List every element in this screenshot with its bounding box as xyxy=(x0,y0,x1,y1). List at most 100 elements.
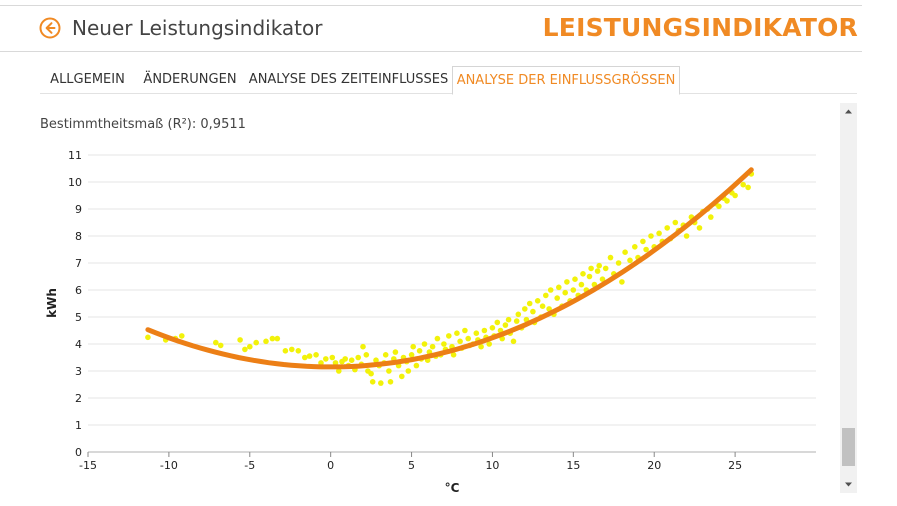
scroll-up-arrow-icon[interactable] xyxy=(840,103,857,120)
data-point xyxy=(740,181,746,188)
data-point xyxy=(656,230,662,237)
y-tick-label: 7 xyxy=(75,257,82,270)
y-tick-label: 9 xyxy=(75,203,82,216)
y-axis-label: kWh xyxy=(45,288,59,318)
data-point xyxy=(462,327,468,334)
data-point xyxy=(465,335,472,342)
data-point xyxy=(454,330,460,337)
data-point xyxy=(489,325,496,331)
x-tick-label: 20 xyxy=(647,459,661,472)
y-tick-label: 8 xyxy=(75,230,82,243)
x-tick-label: -15 xyxy=(79,459,97,472)
data-point xyxy=(302,354,308,361)
data-point xyxy=(306,353,313,359)
data-point xyxy=(399,373,405,380)
data-point xyxy=(546,306,552,312)
data-point xyxy=(373,357,379,364)
data-point xyxy=(405,368,412,374)
x-tick-label: 10 xyxy=(485,459,499,472)
scroll-down-arrow-icon[interactable] xyxy=(840,476,857,493)
data-point xyxy=(332,360,339,366)
data-point xyxy=(368,370,374,377)
data-point xyxy=(602,265,609,272)
data-point xyxy=(640,238,646,245)
data-point xyxy=(242,346,248,353)
data-point xyxy=(478,343,484,350)
data-point xyxy=(502,322,509,328)
page-header: Neuer Leistungsindikator LEISTUNGSINDIKA… xyxy=(0,6,862,52)
x-tick-label: -5 xyxy=(244,459,255,472)
data-point xyxy=(599,276,606,283)
page-title: Neuer Leistungsindikator xyxy=(72,16,323,40)
data-point xyxy=(363,352,370,358)
y-tick-label: 10 xyxy=(68,176,82,189)
data-point xyxy=(274,335,281,342)
data-point xyxy=(386,368,392,374)
data-point xyxy=(179,333,185,339)
x-tick-label: 5 xyxy=(408,459,415,472)
data-point xyxy=(596,262,602,269)
data-point xyxy=(564,279,570,285)
data-point xyxy=(323,356,329,362)
data-point xyxy=(615,260,622,266)
top-divider xyxy=(0,5,862,6)
data-point xyxy=(683,233,690,239)
data-point xyxy=(213,339,219,346)
data-point xyxy=(627,257,633,264)
y-tick-label: 6 xyxy=(75,284,82,297)
x-tick-label: -10 xyxy=(160,459,178,472)
back-arrow-icon[interactable] xyxy=(39,17,61,39)
data-point xyxy=(556,284,562,291)
tab-einflussgroessen[interactable]: ANALYSE DER EINFLUSSGRÖSSEN xyxy=(452,66,680,95)
vertical-scrollbar[interactable] xyxy=(840,103,857,493)
x-axis-label: °C xyxy=(445,481,460,495)
scrollbar-thumb[interactable] xyxy=(842,428,855,466)
tab-allgemein[interactable]: ALLGEMEIN xyxy=(50,72,125,87)
r2-label: Bestimmtheitsmaß (R²): 0,9511 xyxy=(40,117,246,132)
data-point xyxy=(355,354,362,361)
data-point xyxy=(369,379,376,385)
data-point xyxy=(457,338,463,345)
data-point xyxy=(348,357,355,364)
data-point xyxy=(145,334,151,341)
data-point xyxy=(588,265,594,272)
data-point xyxy=(247,343,253,350)
data-point xyxy=(382,352,389,358)
data-point xyxy=(313,352,319,358)
data-point xyxy=(410,343,417,350)
data-point xyxy=(446,333,452,339)
tab-aenderungen[interactable]: ÄNDERUNGEN xyxy=(143,72,237,87)
data-point xyxy=(622,249,628,255)
data-point xyxy=(643,246,649,253)
data-point xyxy=(387,379,394,385)
data-point xyxy=(530,308,536,315)
x-tick-label: 25 xyxy=(728,459,742,472)
y-tick-label: 5 xyxy=(75,311,82,324)
data-point xyxy=(473,330,480,337)
data-point xyxy=(570,287,577,293)
data-point xyxy=(547,287,554,293)
data-point xyxy=(441,341,447,347)
data-point xyxy=(237,337,243,343)
data-point xyxy=(494,319,501,326)
data-point xyxy=(515,311,522,318)
data-point xyxy=(342,356,349,362)
data-point xyxy=(664,225,670,231)
data-point xyxy=(572,276,578,283)
data-point xyxy=(269,335,276,342)
data-point xyxy=(696,225,703,231)
data-point xyxy=(526,300,533,307)
data-point xyxy=(708,214,714,220)
data-point xyxy=(413,362,420,369)
data-point xyxy=(217,342,224,349)
y-tick-label: 4 xyxy=(75,338,82,351)
x-tick-label: 0 xyxy=(327,459,334,472)
data-point xyxy=(486,341,493,347)
x-tick-label: 15 xyxy=(566,459,580,472)
data-point xyxy=(586,273,593,280)
tab-zeiteinfluss[interactable]: ANALYSE DES ZEITEINFLUSSES xyxy=(248,72,449,87)
data-point xyxy=(329,354,336,361)
data-point xyxy=(619,279,625,285)
data-point xyxy=(392,349,399,355)
fit-curve xyxy=(145,167,754,370)
